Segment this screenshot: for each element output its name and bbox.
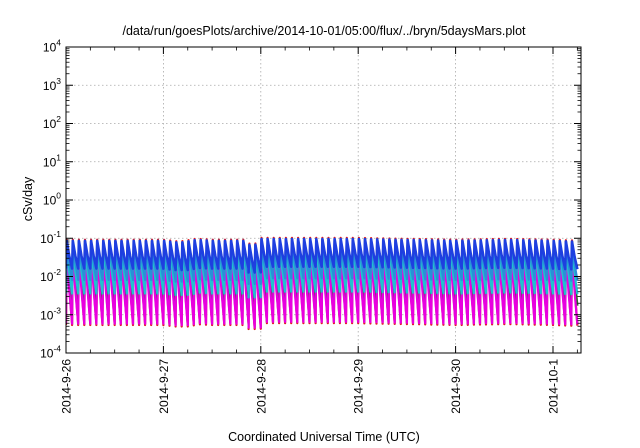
- y-tick-label: 10-2: [40, 267, 61, 284]
- x-tick-label: 2014-10-1: [547, 359, 561, 414]
- series-line: [66, 237, 579, 274]
- chart-title: /data/run/goesPlots/archive/2014-10-01/0…: [122, 24, 526, 38]
- x-tick-label: 2014-9-28: [254, 359, 268, 414]
- x-tick-label: 2014-9-30: [449, 359, 463, 414]
- x-tick-label: 2014-9-26: [60, 359, 74, 414]
- y-tick-label: 10-1: [40, 229, 61, 246]
- y-tick-label: 10-3: [40, 305, 61, 322]
- y-tick-label: 101: [43, 152, 61, 169]
- y-tick-label: 100: [43, 191, 61, 208]
- series-layer: [66, 236, 579, 331]
- y-tick-label: 102: [43, 114, 61, 131]
- x-axis-label: Coordinated Universal Time (UTC): [228, 430, 420, 444]
- x-tick-label: 2014-9-29: [352, 359, 366, 414]
- y-tick-label: 104: [43, 38, 61, 55]
- y-axis-label: cSv/day: [21, 176, 35, 221]
- y-tick-label: 10-4: [40, 344, 61, 361]
- y-axis-ticks: 10-4 10-3 10-2 10-1 100 101 102 103 104: [40, 38, 581, 361]
- x-tick-label: 2014-9-27: [157, 359, 171, 414]
- x-axis-ticks: 2014-9-26 2014-9-27 2014-9-28 2014-9-29 2014…: [60, 47, 578, 414]
- y-tick-label: 103: [43, 76, 61, 93]
